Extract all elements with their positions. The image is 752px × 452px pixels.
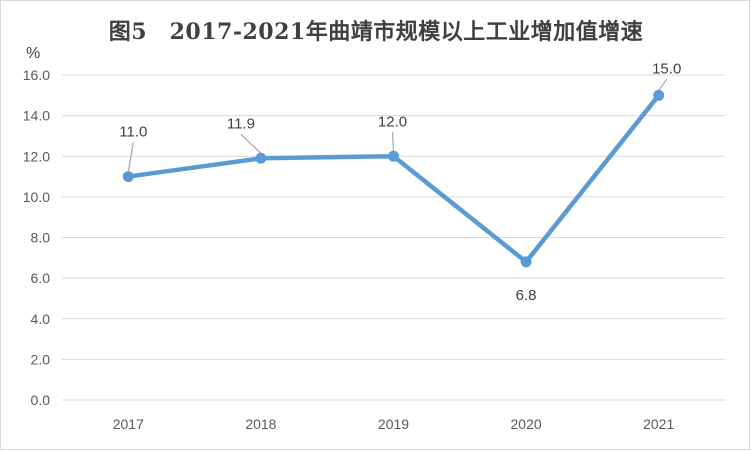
x-tick-label: 2018 bbox=[245, 416, 276, 432]
chart-title: 图5 2017-2021年曲靖市规模以上工业增加值增速 bbox=[108, 19, 644, 45]
x-tick-labels: 2017 2018 2019 2020 2021 bbox=[113, 416, 675, 432]
y-tick-label: 6.0 bbox=[31, 270, 51, 286]
data-label: 12.0 bbox=[378, 113, 407, 130]
x-tick-label: 2019 bbox=[378, 416, 409, 432]
data-point bbox=[122, 171, 134, 183]
y-tick-label: 16.0 bbox=[23, 67, 50, 83]
leader-line bbox=[391, 132, 395, 152]
leader-line bbox=[658, 78, 668, 91]
data-point bbox=[653, 89, 665, 101]
y-tick-label: 12.0 bbox=[23, 148, 50, 164]
leader-line bbox=[127, 142, 134, 172]
data-label: 15.0 bbox=[652, 60, 681, 77]
data-label: 6.8 bbox=[516, 287, 537, 304]
data-point bbox=[255, 152, 267, 164]
data-label: 11.0 bbox=[119, 124, 147, 141]
y-tick-label: 4.0 bbox=[31, 311, 51, 327]
data-point bbox=[520, 256, 532, 268]
label-leader-lines bbox=[127, 78, 668, 172]
y-tick-label: 2.0 bbox=[31, 351, 51, 367]
y-tick-labels: 0.0 2.0 4.0 6.0 8.0 10.0 12.0 14.0 16.0 bbox=[23, 67, 50, 408]
series-growth-rate bbox=[122, 89, 665, 268]
data-label: 11.9 bbox=[227, 115, 255, 132]
data-point bbox=[388, 150, 399, 162]
y-axis-unit: % bbox=[26, 45, 40, 62]
data-labels: 11.0 11.9 12.0 6.8 15.0 bbox=[119, 60, 681, 304]
leader-line bbox=[240, 133, 262, 154]
y-tick-label: 14.0 bbox=[23, 108, 50, 124]
x-tick-label: 2020 bbox=[511, 416, 542, 432]
x-tick-label: 2021 bbox=[643, 416, 674, 432]
x-tick-label: 2017 bbox=[113, 416, 144, 432]
y-tick-label: 10.0 bbox=[23, 189, 50, 205]
y-tick-label: 0.0 bbox=[31, 392, 51, 408]
y-tick-label: 8.0 bbox=[31, 230, 51, 246]
